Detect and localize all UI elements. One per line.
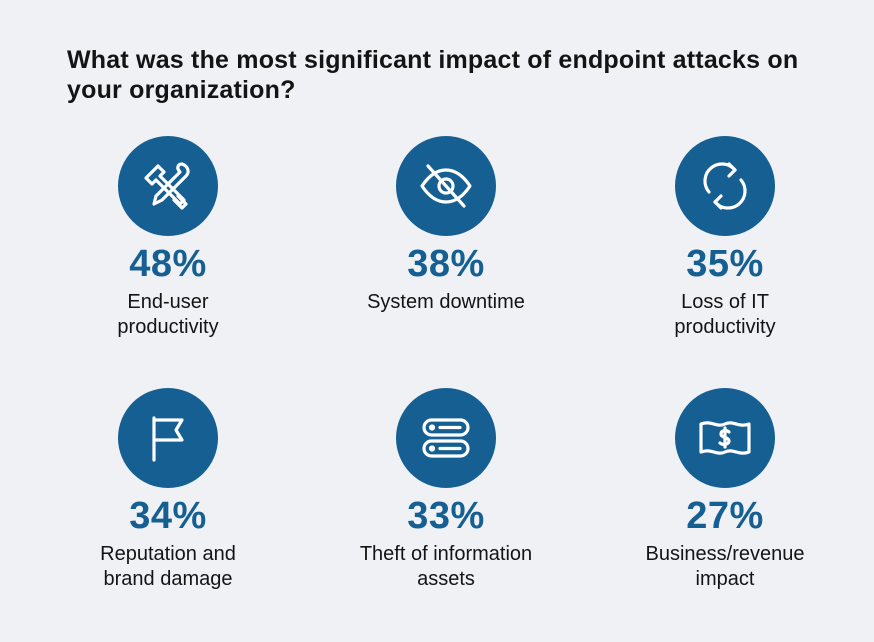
stat-value: 38% — [407, 243, 485, 285]
server-icon — [396, 388, 496, 488]
stat-label: Business/revenue impact — [645, 543, 805, 590]
stat-label: Loss of IT productivity — [674, 291, 776, 338]
stat-label: System downtime — [367, 291, 525, 313]
stat-value: 27% — [686, 495, 764, 537]
stat-item: 38% System downtime — [316, 136, 576, 315]
stat-item: 33% Theft of information assets — [316, 388, 576, 592]
stat-value: 33% — [407, 495, 485, 537]
stat-value: 35% — [686, 243, 764, 285]
refresh-icon — [675, 136, 775, 236]
chart-title: What was the most significant impact of … — [67, 46, 799, 104]
flag-icon — [118, 388, 218, 488]
dollar-bill-icon — [675, 388, 775, 488]
eye-slash-icon — [396, 136, 496, 236]
stat-item: 34% Reputation and brand damage — [38, 388, 298, 592]
stat-item: 27% Business/revenue impact — [595, 388, 855, 592]
tools-icon — [118, 136, 218, 236]
stat-value: 34% — [129, 495, 207, 537]
stat-label: End-user productivity — [117, 291, 219, 338]
stat-item: 48% End-user productivity — [38, 136, 298, 340]
stat-value: 48% — [129, 243, 207, 285]
stat-label: Reputation and brand damage — [100, 543, 236, 590]
stat-label: Theft of information assets — [359, 543, 533, 590]
stat-item: 35% Loss of IT productivity — [595, 136, 855, 340]
